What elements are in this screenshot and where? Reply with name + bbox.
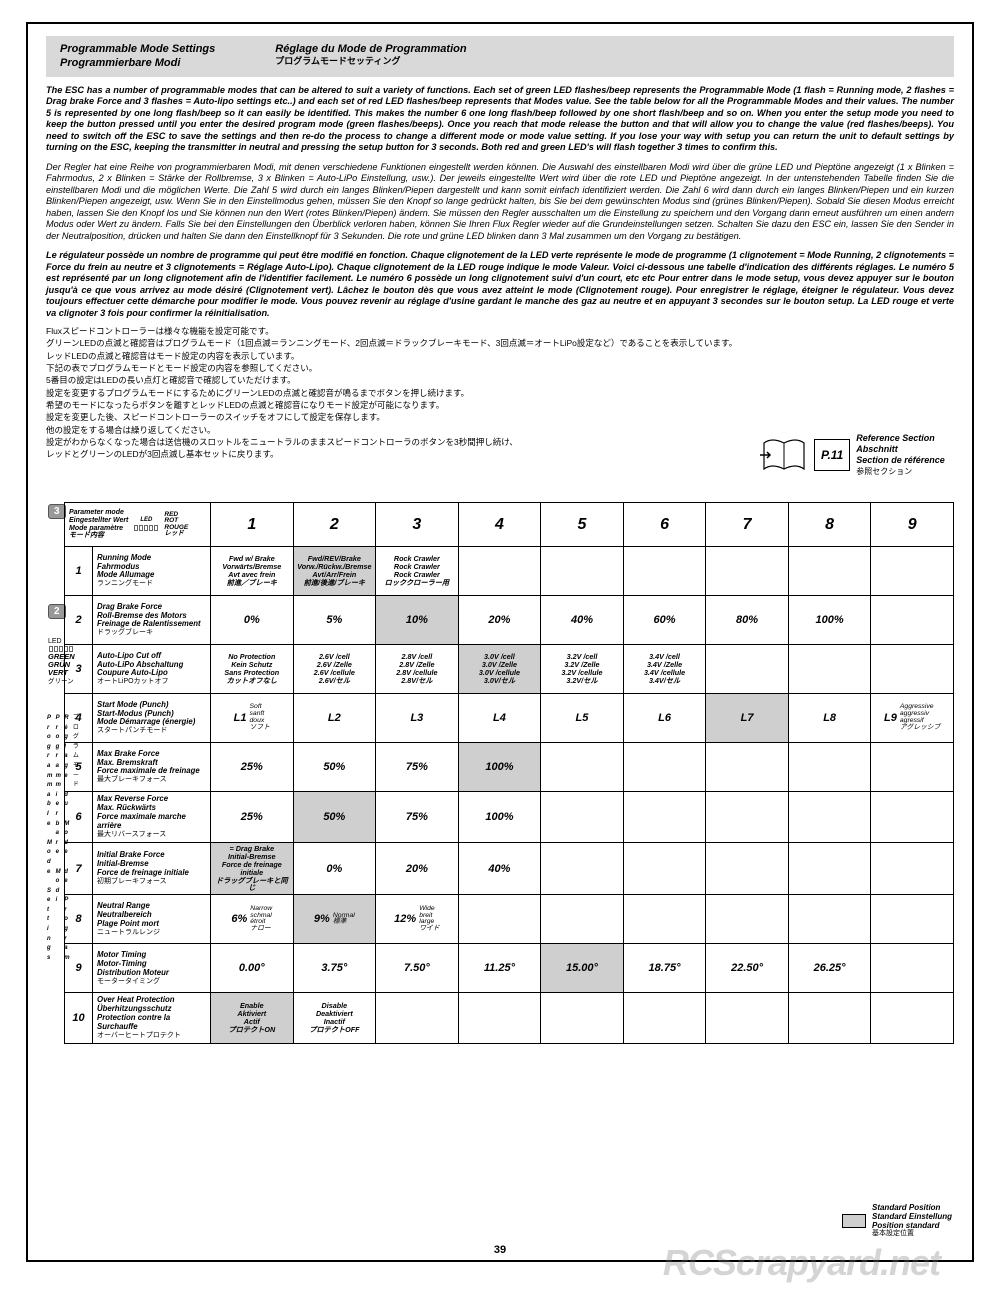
legend-line: Position standard xyxy=(872,1221,940,1230)
title-en: Programmable Mode Settings xyxy=(60,42,215,56)
step-badge-2: 2 xyxy=(48,604,66,619)
title-fr: Réglage du Mode de Programmation xyxy=(275,42,466,56)
content-frame: Programmable Mode Settings Programmierba… xyxy=(26,22,974,1262)
ref-line: Reference Section xyxy=(856,433,935,443)
page-ref-tab: P.11 xyxy=(814,439,850,471)
legend-line: Standard Einstellung xyxy=(872,1212,952,1221)
step-badge-3: 3 xyxy=(48,504,66,519)
ref-line: 参照セクション xyxy=(856,467,912,476)
reference-box: P.11 Reference Section Abschnitt Section… xyxy=(760,429,950,481)
legend-line: 基本設定位置 xyxy=(872,1230,952,1238)
title-de: Programmierbare Modi xyxy=(60,56,215,70)
shade-swatch xyxy=(842,1214,866,1228)
paragraph-en: The ESC has a number of programmable mod… xyxy=(46,85,954,154)
standard-position-legend: Standard Position Standard Einstellung P… xyxy=(842,1204,952,1238)
settings-table-wrap: Parameter modeEingestellter WertMode par… xyxy=(64,502,954,1044)
page: Programmable Mode Settings Programmierba… xyxy=(0,0,1000,1294)
title-jp: プログラムモードセッティング xyxy=(275,56,466,68)
settings-table: Parameter modeEingestellter WertMode par… xyxy=(64,502,954,1044)
reference-text: Reference Section Abschnitt Section de r… xyxy=(856,433,945,476)
paragraph-de: Der Regler hat eine Reihe von programmie… xyxy=(46,162,954,243)
ref-line: Abschnitt xyxy=(856,444,898,454)
page-number: 39 xyxy=(494,1244,506,1256)
ref-line: Section de référence xyxy=(856,455,945,465)
book-icon xyxy=(760,435,808,475)
section-title-bar: Programmable Mode Settings Programmierba… xyxy=(46,36,954,77)
paragraph-fr: Le régulateur possède un nombre de progr… xyxy=(46,250,954,319)
legend-line: Standard Position xyxy=(872,1203,940,1212)
